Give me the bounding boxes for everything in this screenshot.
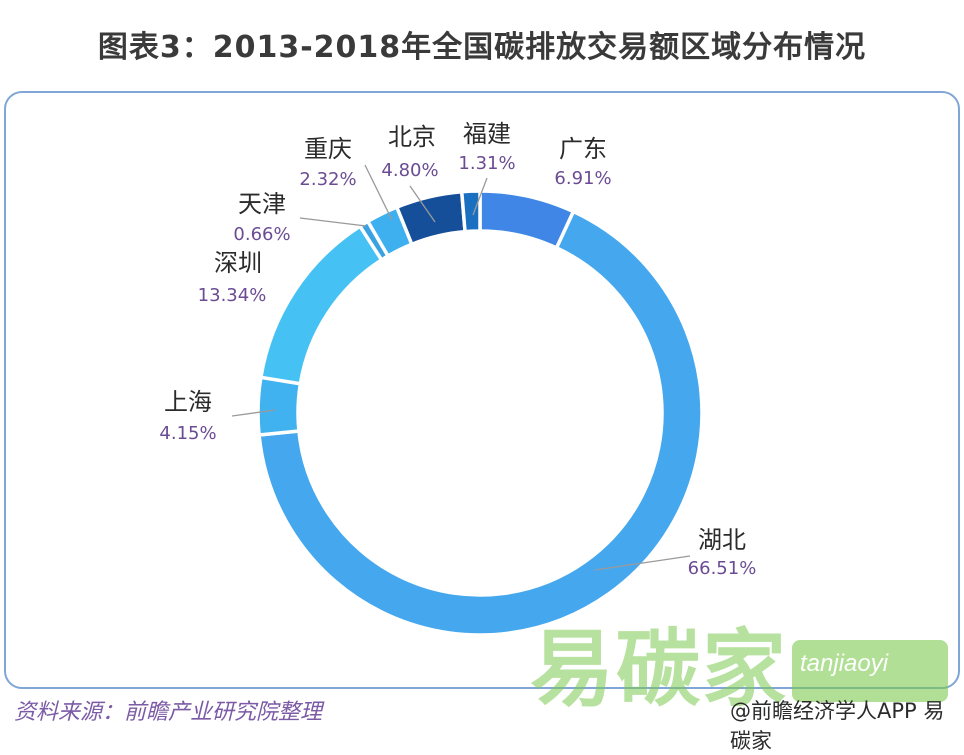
donut-slice-2 xyxy=(257,209,704,637)
chart-frame xyxy=(4,91,960,689)
brand-watermark-box xyxy=(792,640,948,702)
slice-label-value-3: 4.15% xyxy=(159,423,216,444)
slice-label-name-5: 天津 xyxy=(238,190,286,218)
donut-slice-7 xyxy=(394,189,467,247)
slice-label-value-8: 1.31% xyxy=(458,153,515,174)
slice-label-name-2: 湖北 xyxy=(698,526,746,554)
slice-label-name-8: 福建 xyxy=(463,120,511,148)
account-watermark: @前瞻经济学人APP 易碳家 xyxy=(730,699,945,753)
slice-label-value-1: 6.91% xyxy=(554,168,611,189)
leader-line-7 xyxy=(409,185,436,223)
leader-line-5 xyxy=(299,217,367,227)
slice-label-name-4: 深圳 xyxy=(214,249,262,277)
slice-label-value-5: 0.66% xyxy=(233,224,290,245)
slice-label-value-6: 2.32% xyxy=(299,169,356,190)
leader-line-6 xyxy=(364,164,393,221)
leader-line-2 xyxy=(594,555,691,571)
donut-slice-4 xyxy=(258,223,385,386)
slice-label-name-7: 北京 xyxy=(388,123,436,151)
source-note: 资料来源：前瞻产业研究院整理 xyxy=(14,700,323,725)
leader-line-3 xyxy=(231,409,276,417)
slice-label-value-7: 4.80% xyxy=(381,160,438,181)
slice-label-name-6: 重庆 xyxy=(304,135,352,163)
brand-watermark: 易碳家 xyxy=(530,620,789,718)
slice-label-name-1: 广东 xyxy=(559,135,607,163)
chart-title: 图表3：2013-2018年全国碳排放交易额区域分布情况 xyxy=(97,30,867,65)
donut-slice-8 xyxy=(459,189,482,234)
slice-label-value-4: 13.34% xyxy=(198,285,267,306)
brand-domain: tanjiaoyi xyxy=(800,650,889,677)
slice-label-value-2: 66.51% xyxy=(688,558,757,579)
slice-label-name-3: 上海 xyxy=(164,388,212,416)
donut-slice-3 xyxy=(256,375,303,437)
leader-line-8 xyxy=(472,177,488,216)
